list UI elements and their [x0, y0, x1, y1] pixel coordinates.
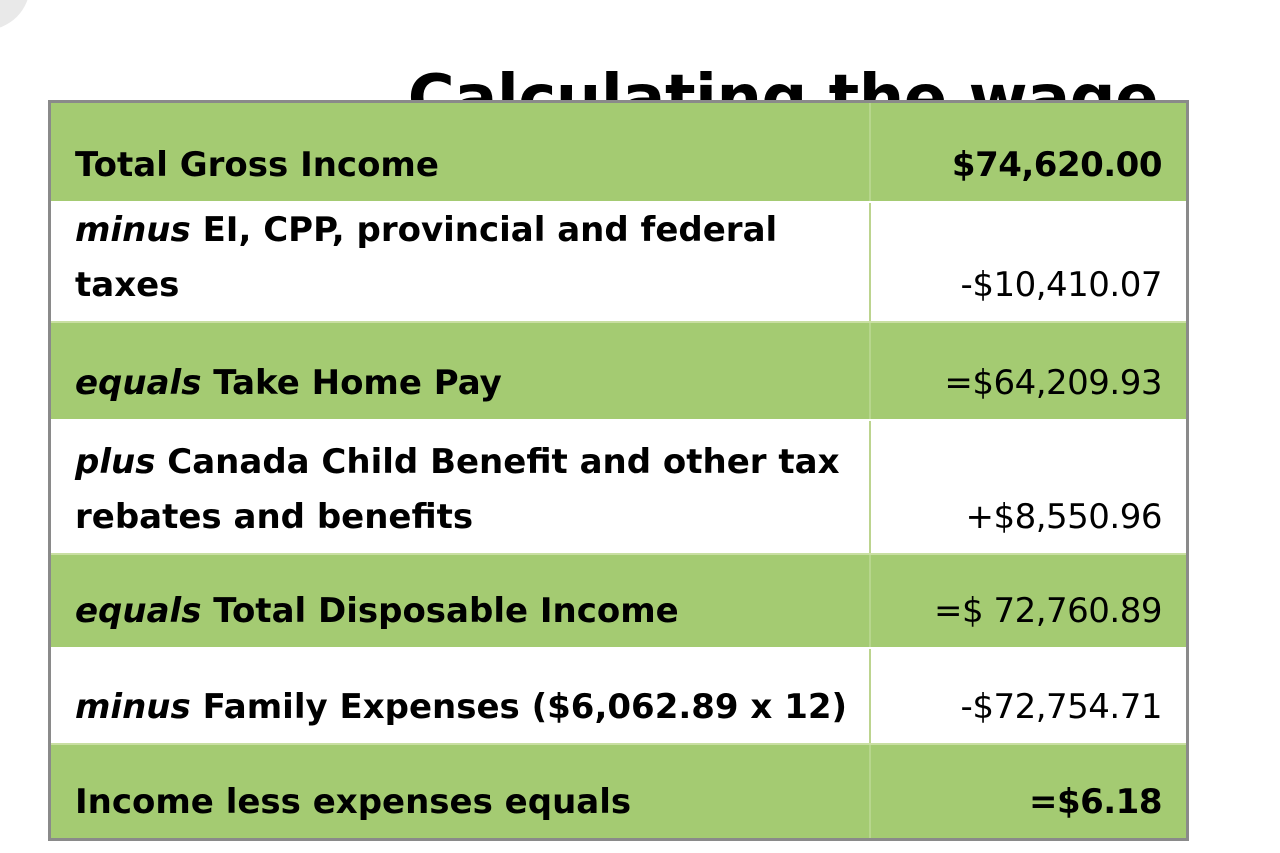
- row-text: Canada Child Benefit and other tax rebat…: [75, 441, 840, 537]
- table-row-take-home-pay: equals Take Home Pay =$64,209.93: [49, 321, 1188, 421]
- row-text: Income less expenses equals: [75, 782, 632, 822]
- row-text: Total Disposable Income: [201, 590, 679, 631]
- row-prefix: equals: [75, 362, 202, 403]
- row-label: plus Canada Child Benefit and other tax …: [49, 419, 871, 555]
- row-prefix: minus: [75, 209, 191, 250]
- row-value: =$ 72,760.89: [869, 553, 1188, 649]
- row-value: -$10,410.07: [869, 201, 1188, 323]
- row-text: Take Home Pay: [201, 362, 502, 403]
- row-text: EI, CPP, provincial and federal taxes: [75, 209, 778, 305]
- table-row-income-less-expenses: Income less expenses equals =$6.18: [49, 743, 1188, 841]
- row-label: equals Take Home Pay: [49, 321, 871, 421]
- row-value: +$8,550.96: [869, 419, 1188, 555]
- row-value: -$72,754.71: [869, 647, 1188, 745]
- table-row-disposable-income: equals Total Disposable Income =$ 72,760…: [49, 553, 1188, 649]
- wage-calculation-table: Total Gross Income $74,620.00 minus EI, …: [48, 100, 1189, 841]
- table-row-total-gross-income: Total Gross Income $74,620.00: [49, 101, 1188, 203]
- row-value: =$6.18: [869, 743, 1188, 841]
- row-text: Family Expenses ($6,062.89 x 12): [190, 686, 848, 727]
- row-prefix: equals: [75, 590, 202, 631]
- row-prefix: minus: [75, 686, 191, 727]
- table-row-family-expenses: minus Family Expenses ($6,062.89 x 12) -…: [49, 647, 1188, 745]
- table-row-taxes: minus EI, CPP, provincial and federal ta…: [49, 201, 1188, 323]
- row-prefix: plus: [75, 441, 156, 482]
- row-value: =$64,209.93: [869, 321, 1188, 421]
- row-label: Income less expenses equals: [49, 743, 871, 841]
- row-label: Total Gross Income: [49, 101, 871, 203]
- row-text: Total Gross Income: [75, 144, 439, 185]
- corner-decoration: [0, 0, 30, 30]
- row-label: equals Total Disposable Income: [49, 553, 871, 649]
- row-label: minus EI, CPP, provincial and federal ta…: [49, 201, 871, 323]
- row-value: $74,620.00: [869, 101, 1188, 203]
- table-row-benefits: plus Canada Child Benefit and other tax …: [49, 419, 1188, 555]
- row-label: minus Family Expenses ($6,062.89 x 12): [49, 647, 871, 745]
